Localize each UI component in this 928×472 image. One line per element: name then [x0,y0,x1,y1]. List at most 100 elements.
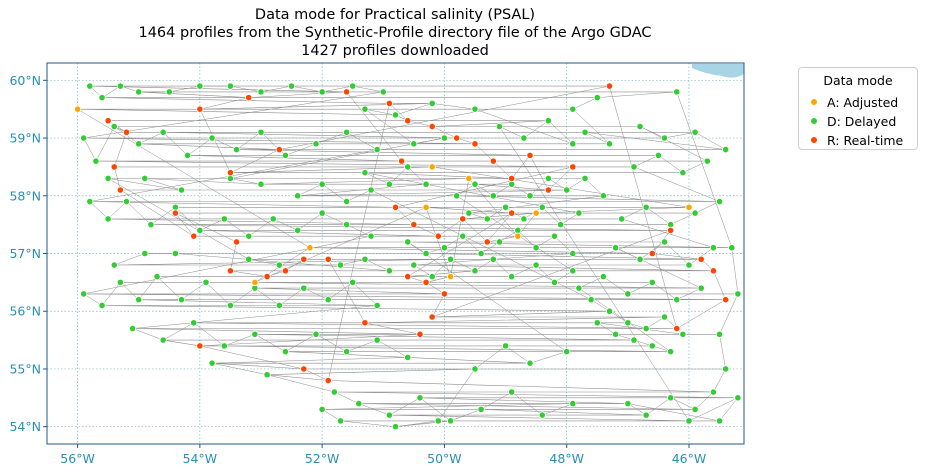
data-point-series-1 [269,215,277,223]
data-point-series-1 [245,232,253,240]
data-point-series-1 [330,388,338,396]
data-point-series-1 [660,134,669,142]
data-point-series-1 [526,359,534,367]
data-point-series-1 [208,359,216,367]
data-point-series-2 [722,296,730,304]
data-point-series-1 [667,394,675,402]
data-point-series-1 [459,232,467,240]
data-point-series-1 [587,296,595,304]
data-point-series-1 [147,221,155,229]
data-point-series-1 [312,330,320,338]
data-point-series-1 [526,192,534,200]
data-point-series-2 [361,319,369,327]
data-point-series-1 [385,411,393,419]
data-point-series-2 [171,209,179,217]
data-point-series-1 [477,249,485,258]
legend-item-realtime: R: Real-time [811,132,903,148]
data-point-series-1 [544,117,552,125]
data-point-series-1 [361,169,369,177]
data-point-series-1 [624,319,632,327]
data-point-series-2 [453,134,461,142]
data-point-series-1 [575,284,583,292]
data-point-series-1 [98,94,106,102]
data-point-series-1 [697,284,705,292]
data-point-series-1 [550,278,559,286]
data-point-series-2 [428,313,436,321]
chart-title-line-2: 1464 profiles from the Synthetic-Profile… [138,25,652,41]
data-point-series-1 [532,244,540,252]
data-point-series-1 [660,238,669,246]
data-point-series-0 [73,105,82,113]
data-point-series-1 [361,255,369,263]
data-point-series-1 [563,186,571,194]
data-point-series-1 [685,417,693,425]
data-point-series-2 [697,255,705,263]
data-point-series-1 [379,88,387,96]
data-point-series-2 [428,122,436,131]
data-point-series-1 [385,180,393,188]
data-point-series-1 [141,174,149,183]
data-point-series-1 [618,215,626,223]
legend-label-adjusted: A: Adjusted [827,95,899,110]
data-point-series-1 [98,301,106,310]
data-point-series-2 [300,255,308,263]
data-point-series-1 [624,399,632,408]
data-point-series-1 [404,163,412,171]
legend-item-adjusted: A: Adjusted [811,94,898,110]
data-point-series-1 [177,296,186,304]
legend-item-delayed: D: Delayed [811,113,896,129]
data-point-series-1 [135,140,143,148]
data-point-series-1 [324,296,332,304]
data-point-series-1 [349,278,357,286]
data-point-series-1 [196,226,204,235]
data-point-series-1 [575,209,583,217]
legend: Data mode A: Adjusted D: Delayed R: Real… [798,67,918,150]
data-point-series-1 [722,145,730,154]
data-point-series-1 [300,284,308,292]
data-point-series-1 [642,411,650,419]
data-point-series-1 [294,192,302,200]
data-point-series-1 [691,128,699,136]
data-point-series-2 [544,186,552,194]
data-point-series-1 [648,278,656,286]
data-point-series-1 [495,238,504,246]
data-point-series-1 [489,255,497,263]
legend-title: Data mode [823,73,893,88]
data-point-series-2 [281,267,290,275]
data-point-series-1 [281,348,290,356]
data-point-series-1 [569,399,577,408]
data-point-series-1 [361,105,369,113]
data-point-series-1 [287,82,296,90]
data-point-series-1 [385,267,393,275]
data-point-series-1 [428,99,436,108]
data-point-series-1 [257,180,265,188]
y-tick-label: 54°N [9,419,41,434]
data-point-series-1 [202,278,210,286]
data-point-series-2 [226,267,235,275]
data-point-series-1 [471,267,479,275]
data-point-series-1 [508,388,516,396]
data-point-series-1 [404,353,412,362]
data-point-series-1 [722,365,730,373]
data-point-series-1 [654,151,663,159]
data-point-series-2 [440,290,449,298]
data-point-series-0 [465,174,473,183]
data-point-series-1 [318,209,326,217]
data-point-series-1 [599,192,607,200]
data-point-series-1 [342,348,351,356]
legend-marker-realtime [811,136,817,143]
data-point-series-1 [184,151,192,159]
data-point-series-1 [342,128,351,136]
data-point-series-1 [367,186,375,194]
x-tick-label: 48°W [549,451,584,466]
data-point-series-1 [642,203,650,211]
data-point-series-1 [416,394,424,402]
x-tick-label: 50°W [427,451,462,466]
data-point-series-1 [116,278,124,286]
data-point-series-1 [508,272,516,281]
data-point-series-1 [110,122,118,131]
data-point-series-1 [685,261,693,269]
data-point-series-2 [275,145,283,154]
data-point-series-1 [275,261,283,269]
data-point-series-2 [404,117,412,125]
